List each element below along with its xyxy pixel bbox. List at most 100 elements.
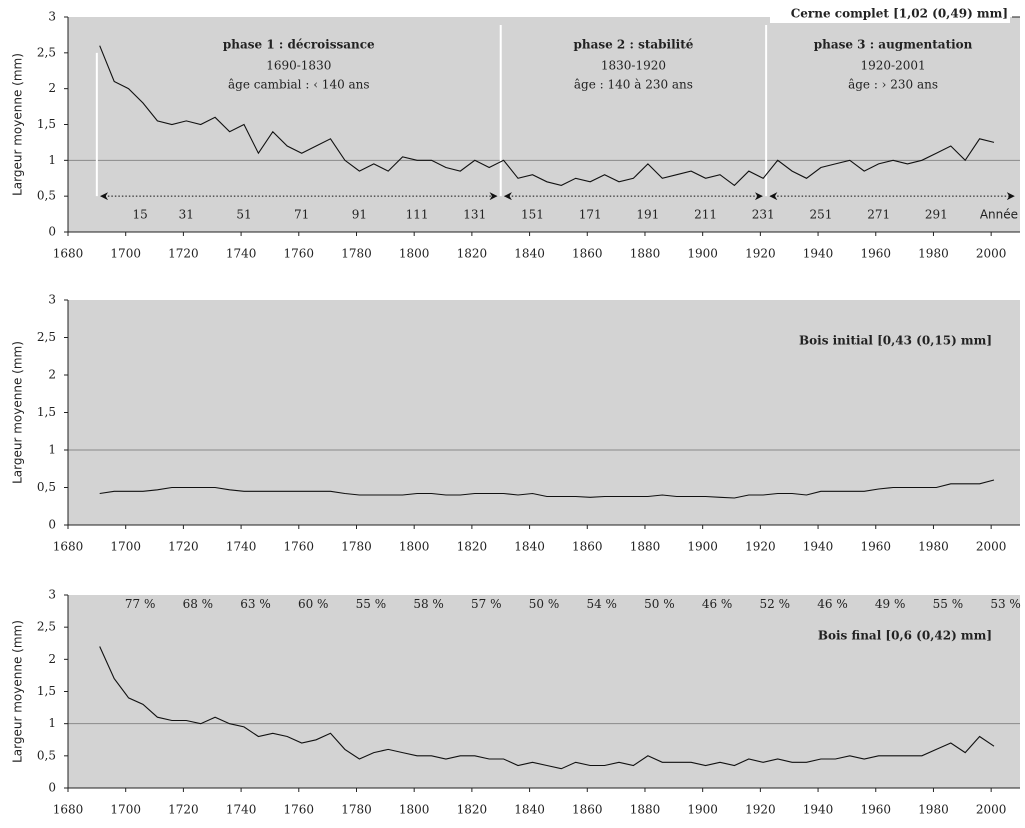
x-tick-label: 1700 (110, 540, 141, 554)
age-label: 15 (132, 208, 147, 222)
x-tick-label: 1720 (168, 540, 199, 554)
x-tick-label: 1880 (630, 247, 661, 261)
percent-label: 55 % (356, 597, 387, 611)
x-tick-label: 1840 (514, 540, 545, 554)
x-tick-label: 1760 (284, 803, 315, 817)
percent-label: 50 % (529, 597, 560, 611)
y-axis-label: Largeur moyenne (mm) (11, 620, 25, 763)
x-tick-label: 1860 (572, 803, 603, 817)
y-tick-label: 2 (48, 81, 56, 95)
x-tick-label: 1740 (226, 540, 257, 554)
y-tick-label: 2,5 (37, 45, 56, 59)
y-tick-label: 2 (48, 652, 56, 666)
x-tick-label: 1920 (745, 803, 776, 817)
age-label: 171 (579, 208, 602, 222)
y-tick-label: 3 (48, 588, 56, 602)
age-label: 251 (809, 208, 832, 222)
age-label: 271 (867, 208, 890, 222)
x-tick-label: 1840 (514, 247, 545, 261)
age-label: 31 (179, 208, 194, 222)
y-tick-label: 1 (48, 153, 56, 167)
percent-label: 55 % (933, 597, 964, 611)
y-tick-label: 2,5 (37, 620, 56, 634)
legend-label: Bois final [0,6 (0,42) mm] (818, 629, 992, 643)
percent-label: 54 % (586, 597, 617, 611)
y-tick-label: 1 (48, 443, 56, 457)
x-tick-label: 1960 (860, 803, 891, 817)
age-label: 211 (694, 208, 717, 222)
data-line (99, 646, 995, 770)
y-tick-label: 0 (48, 225, 56, 239)
age-label: 191 (636, 208, 659, 222)
x-tick-label: 1960 (860, 540, 891, 554)
x-tick-label: 1900 (687, 247, 718, 261)
percent-label: 58 % (413, 597, 444, 611)
x-tick-label: 1960 (860, 247, 891, 261)
age-label: 71 (294, 208, 309, 222)
y-tick-label: 2,5 (37, 330, 56, 344)
x-tick-label: 1700 (110, 247, 141, 261)
x-tick-label: 1800 (399, 247, 430, 261)
x-tick-label: 1900 (687, 803, 718, 817)
x-tick-label: 1980 (918, 803, 949, 817)
phase-title: phase 3 : augmentation (814, 38, 973, 52)
y-tick-label: 0,5 (37, 748, 56, 762)
x-tick-label: 1840 (514, 803, 545, 817)
x-tick-label: 1940 (803, 803, 834, 817)
y-tick-label: 1,5 (37, 117, 56, 131)
x-tick-label: 1820 (457, 803, 488, 817)
phase-title: phase 1 : décroissance (223, 38, 375, 52)
percent-label: 49 % (875, 597, 906, 611)
percent-label: 53 % (990, 597, 1021, 611)
x-tick-label: 1820 (457, 540, 488, 554)
age-label: 51 (236, 208, 251, 222)
age-label: 151 (521, 208, 544, 222)
phase-age: âge : 140 à 230 ans (574, 78, 693, 92)
percent-label: 46 % (817, 597, 848, 611)
percent-label: 60 % (298, 597, 329, 611)
y-tick-label: 0 (48, 781, 56, 795)
x-tick-label: 2000 (976, 247, 1007, 261)
y-tick-label: 1,5 (37, 684, 56, 698)
x-tick-label: 1740 (226, 247, 257, 261)
percent-label: 50 % (644, 597, 675, 611)
percent-label: 68 % (183, 597, 214, 611)
plot-area (68, 595, 1020, 788)
y-tick-label: 0,5 (37, 480, 56, 494)
x-tick-label: 1760 (284, 540, 315, 554)
phase-age: âge : › 230 ans (848, 78, 938, 92)
x-tick-label: 1900 (687, 540, 718, 554)
legend-bg (770, 3, 1010, 23)
x-tick-label: 2000 (976, 540, 1007, 554)
age-label: 131 (463, 208, 486, 222)
x-tick-label: 1740 (226, 803, 257, 817)
x-tick-label: 1680 (53, 247, 84, 261)
age-label: 291 (925, 208, 948, 222)
x-tick-label: 1980 (918, 247, 949, 261)
x-tick-label: 1680 (53, 540, 84, 554)
phase-age: âge cambial : ‹ 140 ans (228, 78, 370, 92)
y-tick-label: 3 (48, 293, 56, 307)
x-tick-label: 1700 (110, 803, 141, 817)
percent-label: 52 % (760, 597, 791, 611)
percent-label: 63 % (240, 597, 271, 611)
x-tick-label: 1880 (630, 540, 661, 554)
data-line (99, 45, 995, 187)
y-tick-label: 0,5 (37, 189, 56, 203)
phase-title: phase 2 : stabilité (573, 38, 693, 52)
y-axis-label: Largeur moyenne (mm) (11, 341, 25, 484)
age-label: 231 (752, 208, 775, 222)
legend-label: Bois initial [0,43 (0,15) mm] (799, 334, 992, 348)
x-tick-label: 1780 (341, 247, 372, 261)
percent-label: 57 % (471, 597, 502, 611)
x-tick-label: 1820 (457, 247, 488, 261)
legend-label: Cerne complet [1,02 (0,49) mm] (791, 7, 1008, 21)
age-axis-label: Année (980, 208, 1018, 222)
x-tick-label: 1860 (572, 540, 603, 554)
y-tick-label: 3 (48, 10, 56, 24)
x-tick-label: 1780 (341, 803, 372, 817)
x-tick-label: 1800 (399, 540, 430, 554)
data-line (99, 479, 995, 499)
x-tick-label: 1920 (745, 540, 776, 554)
